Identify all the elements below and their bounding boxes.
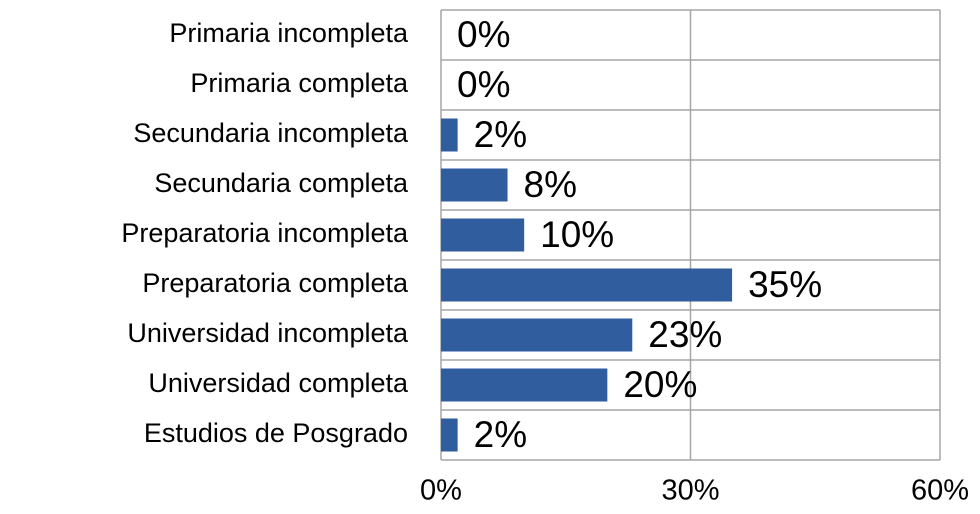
bar	[441, 418, 458, 452]
bar	[441, 318, 633, 352]
y-tick-label: Universidad completa	[148, 368, 409, 398]
x-tick-label: 60%	[911, 475, 969, 507]
y-tick-label: Secundaria incompleta	[133, 118, 409, 148]
x-tick-label: 30%	[661, 475, 719, 507]
y-tick-label: Estudios de Posgrado	[144, 418, 408, 448]
bar	[441, 118, 458, 152]
data-label: 2%	[474, 414, 527, 455]
bar	[441, 218, 525, 252]
y-tick-label: Primaria completa	[190, 68, 409, 98]
y-tick-label: Universidad incompleta	[127, 318, 409, 348]
bar	[441, 168, 508, 202]
data-label: 0%	[457, 14, 510, 55]
data-label: 8%	[524, 164, 577, 205]
data-label: 20%	[623, 364, 697, 405]
data-label: 35%	[748, 264, 822, 305]
y-tick-label: Primaria incompleta	[169, 18, 409, 48]
y-tick-label: Preparatoria incompleta	[121, 218, 409, 248]
data-label: 10%	[540, 214, 614, 255]
y-tick-label: Secundaria completa	[154, 168, 409, 198]
bar	[441, 368, 608, 402]
y-tick-label: Preparatoria completa	[142, 268, 409, 298]
data-label: 0%	[457, 64, 510, 105]
data-label: 23%	[648, 314, 722, 355]
x-tick-label: 0%	[420, 475, 462, 507]
data-label: 2%	[474, 114, 527, 155]
bar	[441, 268, 733, 302]
